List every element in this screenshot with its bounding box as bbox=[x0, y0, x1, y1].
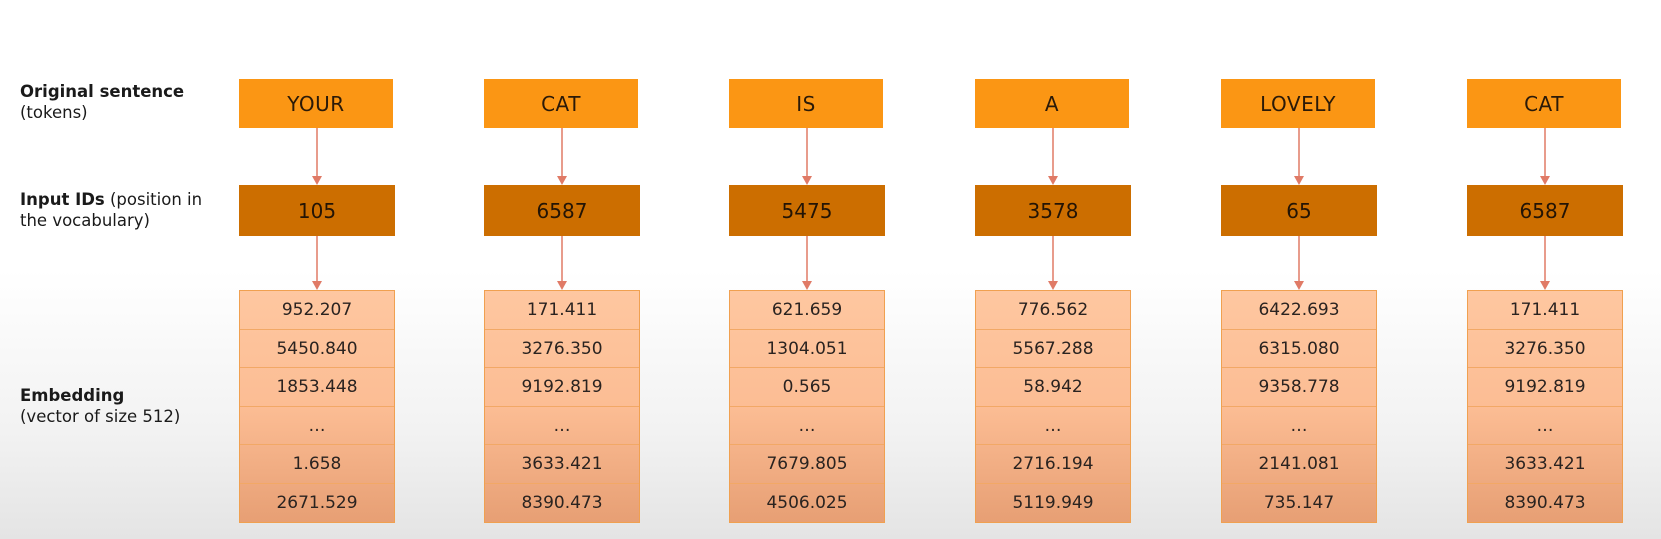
embedding-vector: 621.659 1304.051 0.565… 7679.805 4506.025 bbox=[729, 290, 885, 523]
arrow-head bbox=[312, 281, 322, 290]
embedding-value: … bbox=[240, 407, 394, 445]
arrow-head bbox=[802, 281, 812, 290]
embedding-label: Embedding (vector of size 512) bbox=[20, 385, 180, 427]
embedding-value: 5119.949 bbox=[1012, 492, 1094, 513]
token-column: IS 5475 621.659 1304.051 0.565… 7679.805 4506.… bbox=[729, 0, 885, 539]
token-box: YOUR bbox=[239, 79, 393, 128]
embedding-value: 3276.350 bbox=[1468, 330, 1622, 368]
token-column: LOVELY 65 6422.693 6315.080 9358.778… 2141.08… bbox=[1221, 0, 1377, 539]
embedding-value: 4506.025 bbox=[766, 492, 848, 513]
token-box: IS bbox=[729, 79, 883, 128]
embedding-value: … bbox=[1468, 407, 1622, 445]
embedding-value: 9192.819 bbox=[1468, 368, 1622, 407]
embedding-vector: 776.562 5567.288 58.942… 2716.194 5119.949 bbox=[975, 290, 1131, 523]
original-sentence-title: Original sentence bbox=[20, 82, 185, 101]
embedding-value: 9358.778 bbox=[1222, 368, 1376, 407]
token-column: CAT 6587 171.411 3276.350 9192.819… 3633.421 8… bbox=[1467, 0, 1623, 539]
embedding-value: 171.411 bbox=[1468, 291, 1622, 330]
embedding-value: 2141.081 bbox=[1222, 445, 1376, 484]
input-id-box: 65 bbox=[1221, 185, 1377, 236]
embedding-value: … bbox=[1222, 407, 1376, 445]
embedding-title: Embedding bbox=[20, 386, 125, 405]
embedding-value: 2716.194 bbox=[976, 445, 1130, 484]
embedding-value: 1304.051 bbox=[730, 330, 884, 368]
arrow-head bbox=[802, 176, 812, 185]
arrow-head bbox=[1540, 176, 1550, 185]
input-id-box: 6587 bbox=[1467, 185, 1623, 236]
input-ids-title: Input IDs bbox=[20, 190, 105, 209]
input-id-box: 105 bbox=[239, 185, 395, 236]
input-ids-subtitle: (position in the vocabulary) bbox=[20, 190, 203, 230]
arrow-head bbox=[1048, 281, 1058, 290]
token-column: YOUR 105 952.207 5450.840 1853.448… 1.658 2671… bbox=[239, 0, 395, 539]
embedding-value: 776.562 bbox=[976, 291, 1130, 330]
input-ids-label: Input IDs (position in the vocabulary) bbox=[20, 189, 210, 231]
embedding-value: 3633.421 bbox=[1468, 445, 1622, 484]
embedding-value: … bbox=[730, 407, 884, 445]
arrow-head bbox=[1048, 176, 1058, 185]
arrow-head bbox=[1294, 176, 1304, 185]
original-sentence-subtitle: (tokens) bbox=[20, 103, 88, 122]
embedding-value: 3633.421 bbox=[485, 445, 639, 484]
original-sentence-label: Original sentence (tokens) bbox=[20, 81, 184, 123]
arrow-head bbox=[557, 176, 567, 185]
embedding-value: … bbox=[976, 407, 1130, 445]
embedding-value: 735.147 bbox=[1263, 492, 1335, 513]
token-box: CAT bbox=[484, 79, 638, 128]
embedding-subtitle: (vector of size 512) bbox=[20, 407, 181, 426]
arrow-head bbox=[1540, 281, 1550, 290]
arrow-head bbox=[1294, 281, 1304, 290]
embedding-value: 8390.473 bbox=[521, 492, 603, 513]
embedding-value: 6315.080 bbox=[1222, 330, 1376, 368]
token-column: CAT 6587 171.411 3276.350 9192.819… 3633.421 8… bbox=[484, 0, 640, 539]
embedding-value: 58.942 bbox=[976, 368, 1130, 407]
embedding-value: 8390.473 bbox=[1504, 492, 1586, 513]
input-id-box: 3578 bbox=[975, 185, 1131, 236]
embedding-value: 5567.288 bbox=[976, 330, 1130, 368]
token-box: LOVELY bbox=[1221, 79, 1375, 128]
embedding-value: 2671.529 bbox=[276, 492, 358, 513]
token-box: A bbox=[975, 79, 1129, 128]
embedding-value: 7679.805 bbox=[730, 445, 884, 484]
embedding-value: 1853.448 bbox=[240, 368, 394, 407]
embedding-value: 9192.819 bbox=[485, 368, 639, 407]
arrow-head bbox=[312, 176, 322, 185]
embedding-value: 5450.840 bbox=[240, 330, 394, 368]
embedding-value: 952.207 bbox=[240, 291, 394, 330]
arrow-head bbox=[557, 281, 567, 290]
embedding-value: 621.659 bbox=[730, 291, 884, 330]
embedding-value: 3276.350 bbox=[485, 330, 639, 368]
embedding-value: 1.658 bbox=[240, 445, 394, 484]
embedding-vector: 6422.693 6315.080 9358.778… 2141.081 735.147 bbox=[1221, 290, 1377, 523]
token-column: A 3578 776.562 5567.288 58.942… 2716.194 5119.… bbox=[975, 0, 1131, 539]
embedding-vector: 171.411 3276.350 9192.819… 3633.421 8390.473 bbox=[1467, 290, 1623, 523]
embedding-value: … bbox=[485, 407, 639, 445]
input-id-box: 6587 bbox=[484, 185, 640, 236]
embedding-vector: 952.207 5450.840 1853.448… 1.658 2671.529 bbox=[239, 290, 395, 523]
embedding-value: 0.565 bbox=[730, 368, 884, 407]
token-box: CAT bbox=[1467, 79, 1621, 128]
embedding-value: 6422.693 bbox=[1222, 291, 1376, 330]
embedding-value: 171.411 bbox=[485, 291, 639, 330]
embedding-vector: 171.411 3276.350 9192.819… 3633.421 8390.473 bbox=[484, 290, 640, 523]
input-id-box: 5475 bbox=[729, 185, 885, 236]
